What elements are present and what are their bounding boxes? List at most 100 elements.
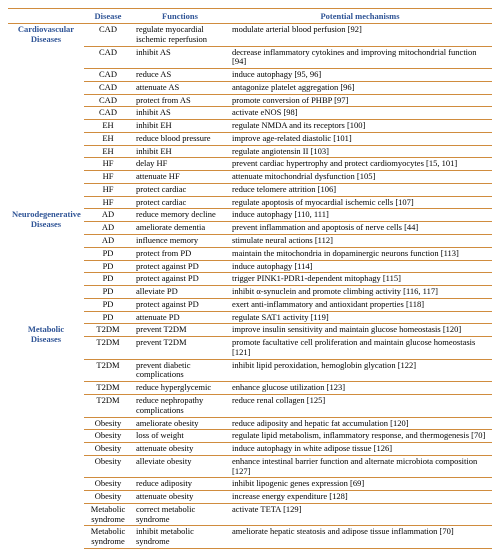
- function-cell: inhibit EH: [132, 120, 228, 133]
- mechanism-cell: modulate arterial blood perfusion [92]: [228, 24, 492, 47]
- mechanism-cell: trigger PINK1-PDR1-dependent mitophagy […: [228, 273, 492, 286]
- disease-cell: HF: [84, 196, 132, 209]
- function-cell: protect against PD: [132, 260, 228, 273]
- function-cell: ameliorate dementia: [132, 222, 228, 235]
- function-cell: inhibit AS: [132, 46, 228, 69]
- category-cell: Metabolic Diseases: [8, 324, 84, 549]
- header-blank: [8, 9, 84, 24]
- function-cell: protect cardiac: [132, 183, 228, 196]
- function-cell: reduce adiposity: [132, 478, 228, 491]
- disease-cell: PD: [84, 273, 132, 286]
- disease-cell: AD: [84, 222, 132, 235]
- mechanism-cell: regulate lipid metabolism, inflammatory …: [228, 430, 492, 443]
- header-mech: Potential mechanisms: [228, 9, 492, 24]
- disease-cell: Obesity: [84, 443, 132, 456]
- mechanism-cell: induce autophagy [114]: [228, 260, 492, 273]
- mechanism-cell: activate TETA [129]: [228, 503, 492, 526]
- disease-cell: HF: [84, 171, 132, 184]
- function-cell: prevent T2DM: [132, 324, 228, 337]
- table-row: Cardiovascular DiseasesCADregulate myoca…: [8, 24, 492, 47]
- disease-cell: Obesity: [84, 455, 132, 478]
- header-disease: Disease: [84, 9, 132, 24]
- disease-cell: Obesity: [84, 478, 132, 491]
- mechanism-cell: prevent inflammation and apoptosis of ne…: [228, 222, 492, 235]
- function-cell: attenuate HF: [132, 171, 228, 184]
- mechanism-cell: improve insulin sensitivity and maintain…: [228, 324, 492, 337]
- function-cell: protect against PD: [132, 298, 228, 311]
- disease-cell: AD: [84, 209, 132, 222]
- function-cell: correct metabolic syndrome: [132, 503, 228, 526]
- function-cell: protect cardiac: [132, 196, 228, 209]
- mechanism-cell: enhance intestinal barrier function and …: [228, 455, 492, 478]
- mechanism-cell: ameliorate hepatic steatosis and adipose…: [228, 526, 492, 549]
- mechanism-cell: reduce adiposity and hepatic fat accumul…: [228, 417, 492, 430]
- mechanism-cell: promote facultative cell proliferation a…: [228, 337, 492, 360]
- function-cell: attenuate obesity: [132, 491, 228, 504]
- disease-cell: T2DM: [84, 359, 132, 382]
- mechanism-cell: maintain the mitochondria in dopaminergi…: [228, 247, 492, 260]
- disease-cell: T2DM: [84, 337, 132, 360]
- mechanism-cell: reduce renal collagen [125]: [228, 394, 492, 417]
- mechanism-cell: activate eNOS [98]: [228, 107, 492, 120]
- mechanism-cell: inhibit lipogenic genes expression [69]: [228, 478, 492, 491]
- mechanism-cell: enhance glucose utilization [123]: [228, 382, 492, 395]
- disease-cell: HF: [84, 183, 132, 196]
- function-cell: attenuate obesity: [132, 443, 228, 456]
- mechanism-cell: attenuate mitochondrial dysfunction [105…: [228, 171, 492, 184]
- disease-cell: CAD: [84, 69, 132, 82]
- function-cell: alleviate obesity: [132, 455, 228, 478]
- disease-cell: EH: [84, 120, 132, 133]
- mechanism-cell: induce autophagy [95, 96]: [228, 69, 492, 82]
- function-cell: loss of weight: [132, 430, 228, 443]
- mechanism-cell: antagonize platelet aggregation [96]: [228, 81, 492, 94]
- disease-cell: AD: [84, 235, 132, 248]
- mechanism-cell: reduce telomere attrition [106]: [228, 183, 492, 196]
- mechanism-cell: inhibit lipid peroxidation, hemoglobin g…: [228, 359, 492, 382]
- disease-cell: Obesity: [84, 430, 132, 443]
- function-cell: regulate myocardial ischemic reperfusion: [132, 24, 228, 47]
- function-cell: delay HF: [132, 158, 228, 171]
- mechanism-cell: regulate angiotensin II [103]: [228, 145, 492, 158]
- disease-cell: PD: [84, 311, 132, 324]
- function-cell: reduce blood pressure: [132, 132, 228, 145]
- disease-cell: Metabolic syndrome: [84, 526, 132, 549]
- function-cell: protect from PD: [132, 247, 228, 260]
- mechanism-cell: regulate SAT1 activity [119]: [228, 311, 492, 324]
- function-cell: inhibit metabolic syndrome: [132, 526, 228, 549]
- mechanism-cell: exert anti-inflammatory and antioxidant …: [228, 298, 492, 311]
- function-cell: attenuate AS: [132, 81, 228, 94]
- mechanism-cell: induce autophagy [110, 111]: [228, 209, 492, 222]
- function-cell: reduce AS: [132, 69, 228, 82]
- function-cell: reduce hyperglycemic: [132, 382, 228, 395]
- category-cell: Neurodegenerative Diseases: [8, 209, 84, 324]
- disease-cell: T2DM: [84, 324, 132, 337]
- mechanism-cell: inhibit α-synuclein and promote climbing…: [228, 286, 492, 299]
- function-cell: protect from AS: [132, 94, 228, 107]
- mechanism-cell: prevent cardiac hypertrophy and protect …: [228, 158, 492, 171]
- disease-cell: HF: [84, 158, 132, 171]
- disease-cell: Obesity: [84, 417, 132, 430]
- disease-cell: EH: [84, 145, 132, 158]
- function-cell: protect against PD: [132, 273, 228, 286]
- disease-cell: T2DM: [84, 382, 132, 395]
- function-cell: influence memory: [132, 235, 228, 248]
- disease-cell: Metabolic syndrome: [84, 503, 132, 526]
- function-cell: prevent T2DM: [132, 337, 228, 360]
- function-cell: inhibit EH: [132, 145, 228, 158]
- function-cell: attenuate PD: [132, 311, 228, 324]
- mechanism-cell: stimulate neural actions [112]: [228, 235, 492, 248]
- mechanism-cell: regulate apoptosis of myocardial ischemi…: [228, 196, 492, 209]
- disease-cell: PD: [84, 286, 132, 299]
- disease-cell: EH: [84, 132, 132, 145]
- disease-cell: CAD: [84, 24, 132, 47]
- function-cell: reduce nephropathy complications: [132, 394, 228, 417]
- function-cell: inhibit AS: [132, 107, 228, 120]
- mechanism-cell: improve age-related diastolic [101]: [228, 132, 492, 145]
- data-table: Disease Functions Potential mechanisms C…: [8, 8, 492, 549]
- disease-cell: CAD: [84, 107, 132, 120]
- header-row: Disease Functions Potential mechanisms: [8, 9, 492, 24]
- function-cell: reduce memory decline: [132, 209, 228, 222]
- mechanism-cell: decrease inflammatory cytokines and impr…: [228, 46, 492, 69]
- mechanism-cell: promote conversion of PHBP [97]: [228, 94, 492, 107]
- mechanism-cell: regulate NMDA and its receptors [100]: [228, 120, 492, 133]
